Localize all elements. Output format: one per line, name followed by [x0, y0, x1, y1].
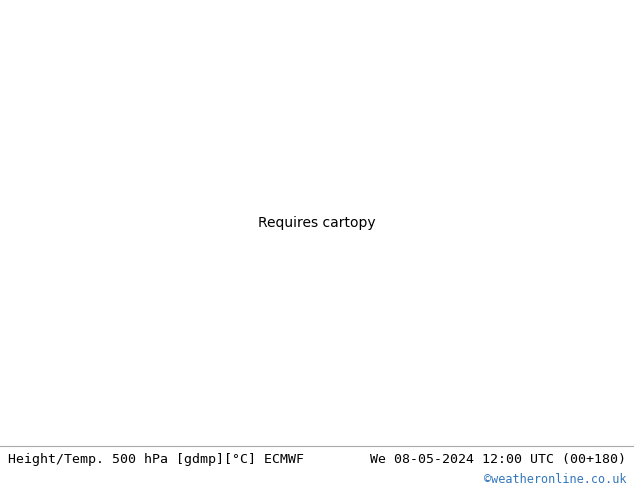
Text: Height/Temp. 500 hPa [gdmp][°C] ECMWF: Height/Temp. 500 hPa [gdmp][°C] ECMWF: [8, 453, 304, 466]
Text: ©weatheronline.co.uk: ©weatheronline.co.uk: [484, 473, 626, 487]
Text: Requires cartopy: Requires cartopy: [258, 216, 376, 230]
Text: We 08-05-2024 12:00 UTC (00+180): We 08-05-2024 12:00 UTC (00+180): [370, 453, 626, 466]
